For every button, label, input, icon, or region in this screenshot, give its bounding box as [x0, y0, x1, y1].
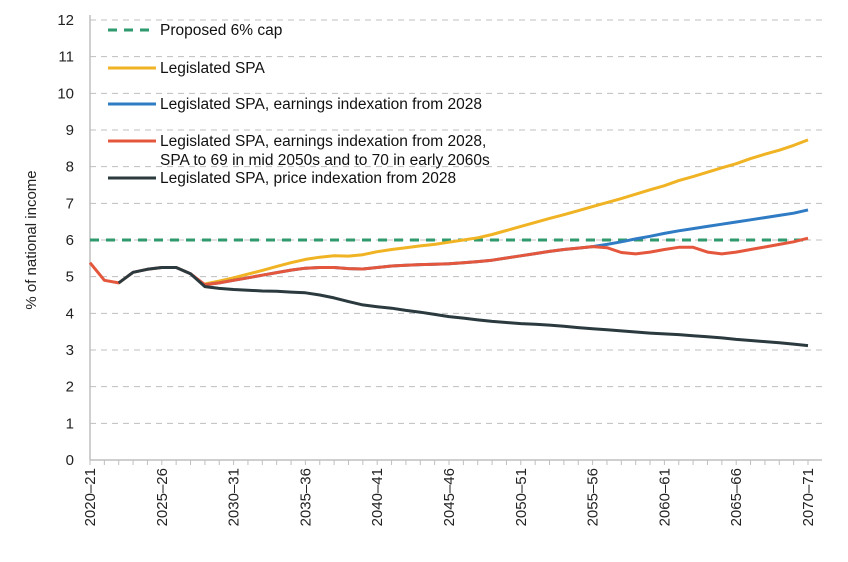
legend-label: Legislated SPA, earnings indexation from…: [160, 96, 482, 113]
legend-label: Legislated SPA: [160, 60, 265, 77]
legend-label: Proposed 6% cap: [160, 22, 282, 39]
x-tick-label: 2055–56: [585, 468, 602, 526]
x-tick-label: 2060–61: [656, 468, 673, 526]
y-tick-label: 8: [66, 159, 74, 176]
x-tick-label: 2040–41: [369, 468, 386, 526]
series-line-1: [204, 138, 809, 286]
y-tick-label: 11: [58, 49, 74, 66]
y-tick-label: 6: [66, 232, 74, 249]
x-tick-label: 2020–21: [82, 468, 99, 526]
x-tick-label: 2045–46: [441, 468, 458, 526]
y-tick-label: 4: [66, 305, 74, 322]
y-axis-label: % of national income: [23, 170, 40, 309]
series-line-4: [117, 266, 809, 348]
y-tick-label: 5: [66, 269, 74, 286]
x-tick-label: 2030–31: [226, 468, 243, 526]
y-tick-label: 12: [57, 12, 74, 29]
y-tick-label: 7: [66, 195, 74, 212]
legend-label: Legislated SPA, price indexation from 20…: [160, 170, 456, 187]
legend-label: Legislated SPA, earnings indexation from…: [160, 133, 490, 169]
x-tick-label: 2025–26: [154, 468, 171, 526]
y-tick-label: 10: [57, 85, 74, 102]
x-tick-label: 2035–36: [297, 468, 314, 526]
y-tick-label: 2: [66, 379, 74, 396]
x-tick-label: 2050–51: [513, 468, 530, 526]
series-line-2: [204, 208, 809, 287]
y-tick-label: 0: [66, 452, 74, 469]
y-tick-label: 9: [66, 122, 74, 139]
x-tick-label: 2065–66: [728, 468, 745, 526]
x-tick-label: 2070–71: [800, 468, 817, 526]
y-tick-label: 3: [66, 342, 74, 359]
y-tick-label: 1: [66, 415, 74, 432]
series-line-3: [88, 236, 809, 287]
